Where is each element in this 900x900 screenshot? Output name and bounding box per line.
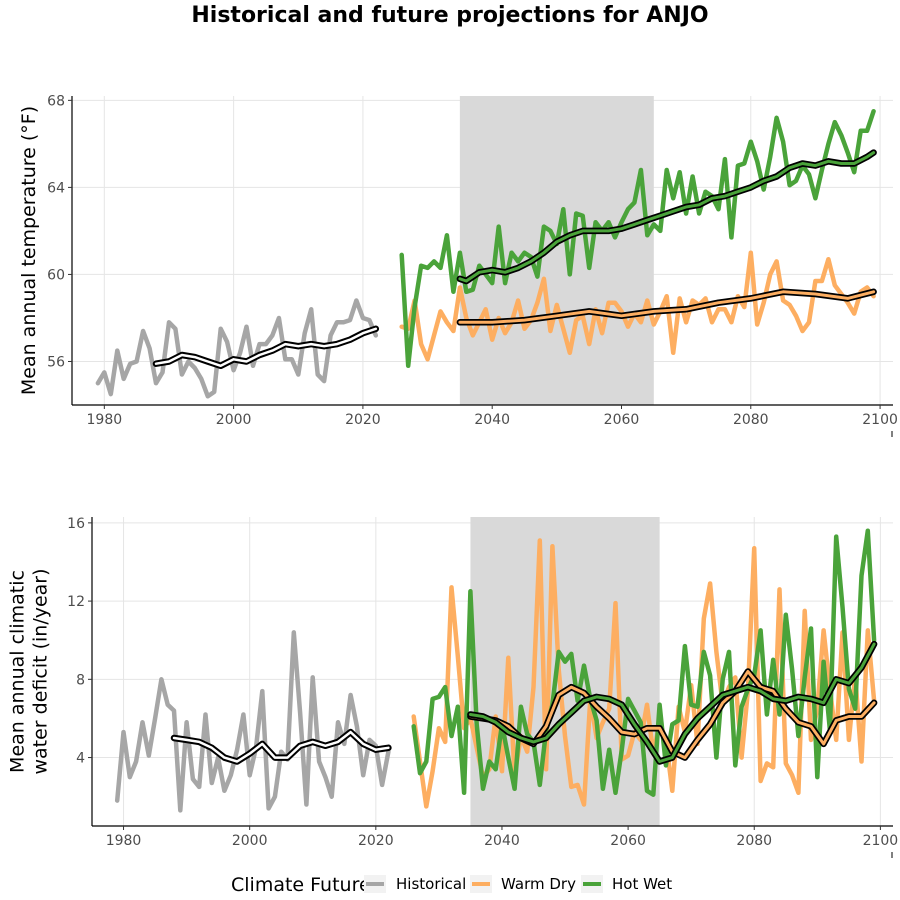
legend-label-warm-dry: Warm Dry [501,875,576,893]
legend-title: Climate Future [231,874,371,896]
x-tick-label: 2080 [736,833,772,849]
y-tick-label: 68 [47,93,65,109]
x-tick-label: 2060 [610,833,646,849]
series-hot-wet-trend [458,151,876,283]
y-axis-title: Mean annual temperature (°F) [18,106,40,395]
x-tick-label: 2100 [863,833,899,849]
y-axis-title-line: water deficit (in/year) [30,568,52,774]
y-tick-label: 60 [47,267,65,283]
legend-item-warm-dry: Warm Dry [470,875,576,893]
reference-period-band [459,96,654,405]
legend-item-historical: Historical [364,875,466,893]
y-tick-label: 4 [76,751,85,767]
legend-item-hot-wet: Hot Wet [581,875,672,893]
x-tick-label: 2000 [216,412,252,428]
x-tick-label: 1980 [106,833,142,849]
y-tick-label: 16 [67,516,85,532]
x-tick-label: 2040 [484,833,520,849]
legend-label-historical: Historical [396,875,466,893]
x-tick-label: 2040 [474,412,510,428]
series-historical-line [95,298,379,399]
series-historical-line [114,630,391,813]
x-tick-label: 2020 [358,833,394,849]
y-tick-label: 12 [67,594,85,610]
legend-label-hot-wet: Hot Wet [612,875,672,893]
reference-period-band [470,517,660,826]
x-tick-label: 2000 [232,833,268,849]
x-tick-label: 2100 [862,412,898,428]
series-hot-wet-line [399,108,876,369]
x-tick-label: 2080 [733,412,769,428]
series-hot-wet-trend [468,642,876,763]
chart-title: Historical and future projections for AN… [191,3,708,28]
y-tick-label: 8 [76,672,85,688]
x-tick-label: 2060 [604,412,640,428]
y-axis-title-line: Mean annual temperature (°F) [18,106,40,395]
y-axis-title: Mean annual climaticwater deficit (in/ye… [7,568,52,774]
y-axis-title-line: Mean annual climatic [7,570,29,773]
x-tick-label: 1980 [87,412,123,428]
series-warm-dry-trend [458,290,876,324]
y-tick-label: 56 [47,354,65,370]
series-historical-trend [154,327,378,368]
y-tick-label: 64 [47,180,65,196]
legend: Climate Future Historical Warm Dry Hot W… [231,874,672,896]
x-tick-label: 2020 [345,412,381,428]
temperature-panel: 1980 2000 2020 2040 2060 2080 2100 56 60 64 68 Mean… [18,93,898,437]
water-deficit-panel: 1980 2000 2020 2040 2060 2080 2100 4 8 12 16 Mean a… [7,516,899,858]
series-historical-trend [172,730,390,763]
